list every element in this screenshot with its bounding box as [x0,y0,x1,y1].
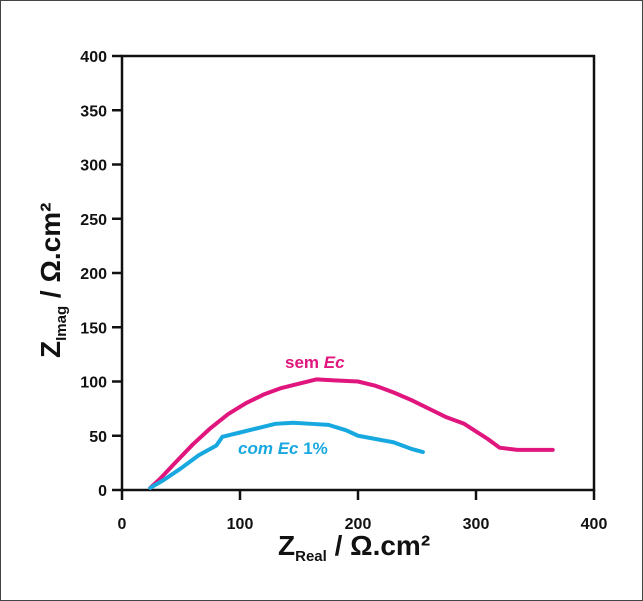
x-axis-title-unit: / Ω.cm² [327,530,430,561]
series-line-1 [148,420,425,490]
y-tick-label: 200 [80,266,107,283]
series-label-part: sem [285,353,324,372]
y-tick-label: 350 [80,103,107,120]
y-tick-label: 300 [80,158,107,175]
x-tick-label: 400 [581,516,608,533]
y-axis-title-subscript: Imag [53,306,70,341]
x-axis-title-subscript: Real [295,548,327,565]
series-label-part: Ec [278,439,299,458]
y-tick-label: 50 [89,429,107,446]
y-axis-title-main: Z [35,341,66,358]
y-axis: 0 50 100 150 200 250 300 350 400 [80,49,122,500]
x-tick-label: 300 [463,516,490,533]
x-axis-title-main: Z [278,530,295,561]
y-axis-title-unit: / Ω.cm² [35,203,66,306]
svg-text:ZImag / Ω.cm²: ZImag / Ω.cm² [35,203,70,358]
series-label-part: Ec [324,353,345,372]
x-tick-label: 0 [118,516,127,533]
series-label-part: com [238,439,278,458]
y-tick-label: 100 [80,375,107,392]
y-tick-label: 400 [80,49,107,66]
series-label-com-ec: com Ec 1% [238,439,328,458]
x-axis: 0 100 200 300 400 [118,490,608,533]
x-tick-label: 100 [227,516,254,533]
series-layer [148,377,555,490]
x-axis-title: ZReal / Ω.cm² [278,530,430,565]
series-label-part: 1% [298,439,327,458]
y-axis-title: ZImag / Ω.cm² [35,203,70,358]
series-line-0 [148,377,555,490]
y-tick-label: 150 [80,320,107,337]
x-tick-label: 200 [345,516,372,533]
series-label-sem-ec: sem Ec [285,353,345,372]
svg-text:ZReal / Ω.cm²: ZReal / Ω.cm² [278,530,430,565]
plot-area [120,54,596,492]
y-tick-label: 0 [98,483,107,500]
y-tick-label: 250 [80,212,107,229]
